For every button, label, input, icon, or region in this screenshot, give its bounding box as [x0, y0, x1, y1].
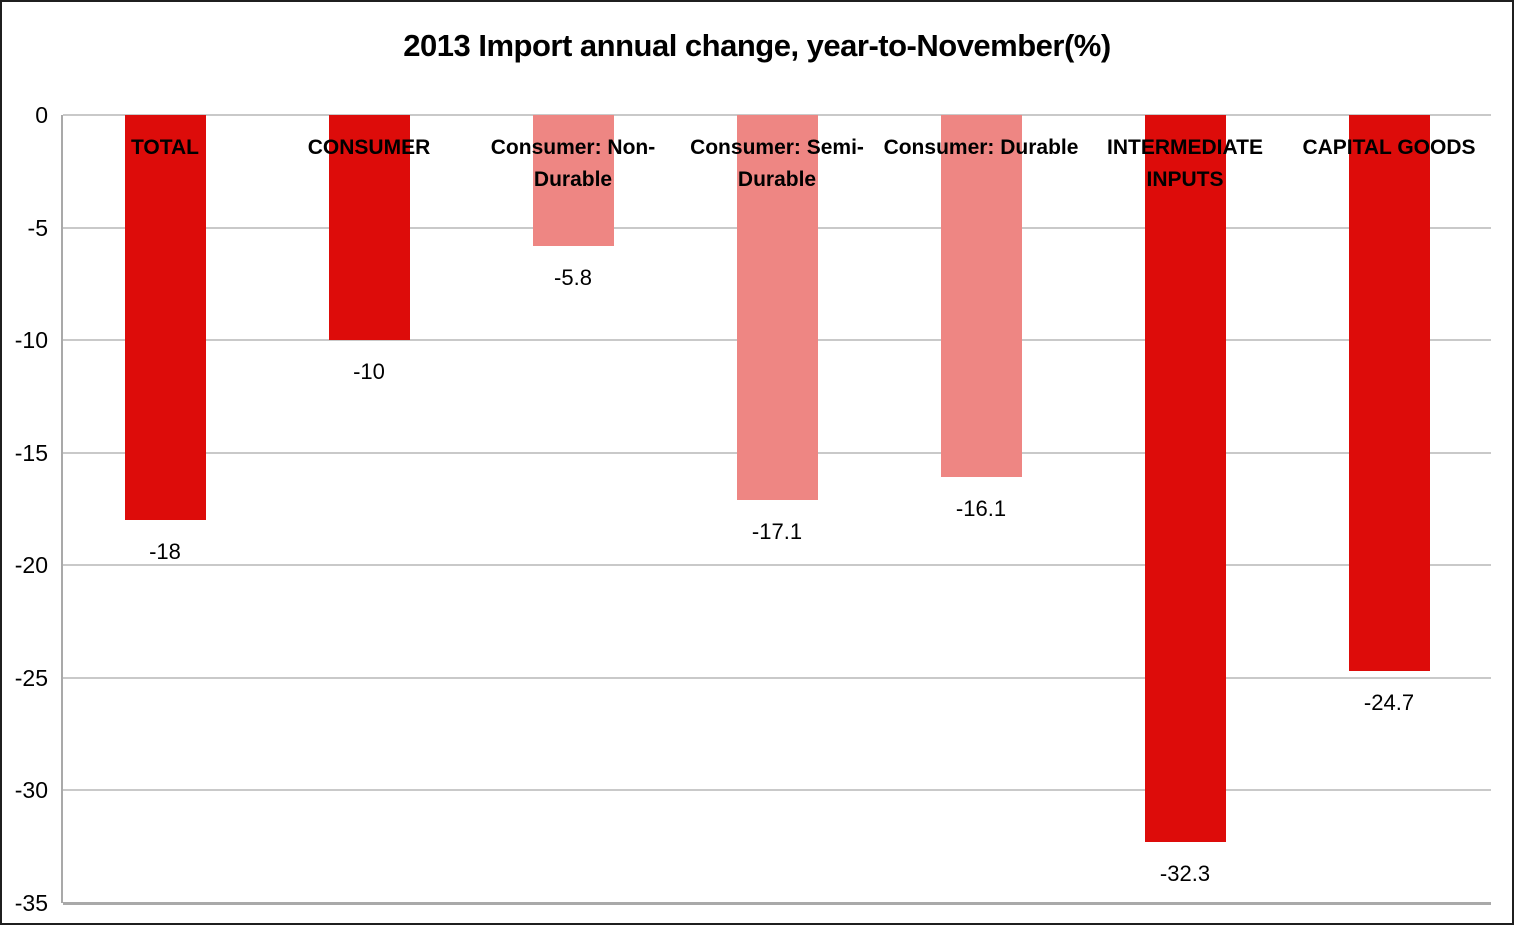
- y-tick-label: -15: [14, 439, 48, 466]
- category-label: Consumer: Non- Durable: [453, 132, 693, 196]
- category-label-line: CONSUMER: [307, 136, 431, 159]
- category-label: TOTAL: [45, 132, 285, 164]
- category-label: Consumer: Semi- Durable: [657, 132, 897, 196]
- value-label: -16.1: [955, 496, 1007, 522]
- value-label: -24.7: [1363, 690, 1415, 716]
- y-tick-label: -25: [14, 664, 48, 691]
- gridline--25: [63, 676, 1491, 679]
- bar-intermediate-inputs: [1144, 115, 1226, 843]
- category-label: CAPITAL GOODS: [1269, 132, 1509, 164]
- y-tick-label: -10: [14, 327, 48, 354]
- category-label-line: CAPITAL GOODS: [1302, 136, 1476, 159]
- category-label-line: Durable: [533, 168, 613, 191]
- y-tick-label: 0: [35, 102, 48, 128]
- category-label-line: TOTAL: [130, 136, 200, 159]
- gridline--20: [63, 564, 1491, 567]
- category-label-line: Consumer: Non-: [490, 136, 656, 159]
- category-label: Consumer: Durable: [861, 132, 1101, 164]
- value-label: -17.1: [751, 518, 803, 544]
- value-label: -32.3: [1159, 861, 1211, 887]
- gridline--30: [63, 789, 1491, 792]
- bar-consumer: [328, 115, 410, 341]
- value-label: -10: [353, 359, 385, 385]
- gridline--35: [63, 902, 1491, 905]
- category-label-line: INPUTS: [1146, 168, 1224, 191]
- value-label: -18: [149, 539, 181, 565]
- chart-title: 2013 Import annual change, year-to-Novem…: [403, 28, 1111, 63]
- category-label-line: Durable: [737, 168, 817, 191]
- y-tick-label: -5: [27, 214, 48, 241]
- category-label: INTERMEDIATE INPUTS: [1065, 132, 1305, 196]
- bar-capital-goods: [1348, 115, 1430, 672]
- category-label-line: Consumer: Durable: [883, 136, 1079, 159]
- y-axis-line: [61, 115, 63, 903]
- bar-total: [124, 115, 206, 521]
- bar-consumer-durable: [940, 115, 1022, 478]
- category-label: CONSUMER: [249, 132, 489, 164]
- plot-area: 0 -5 -10 -15 -20 -25 -30 -35 TOTAL -18 CONSUMER -10…: [15, 102, 1491, 916]
- y-tick-label: -20: [14, 552, 48, 579]
- category-label-line: Consumer: Semi-: [690, 136, 864, 159]
- bar-consumer-semi-durable: [736, 115, 818, 500]
- y-tick-label: -30: [14, 777, 48, 804]
- bar-consumer-non-durable: [532, 115, 614, 246]
- value-label: -5.8: [554, 264, 592, 290]
- category-label-line: INTERMEDIATE: [1107, 136, 1263, 159]
- y-tick-label: -35: [14, 890, 48, 916]
